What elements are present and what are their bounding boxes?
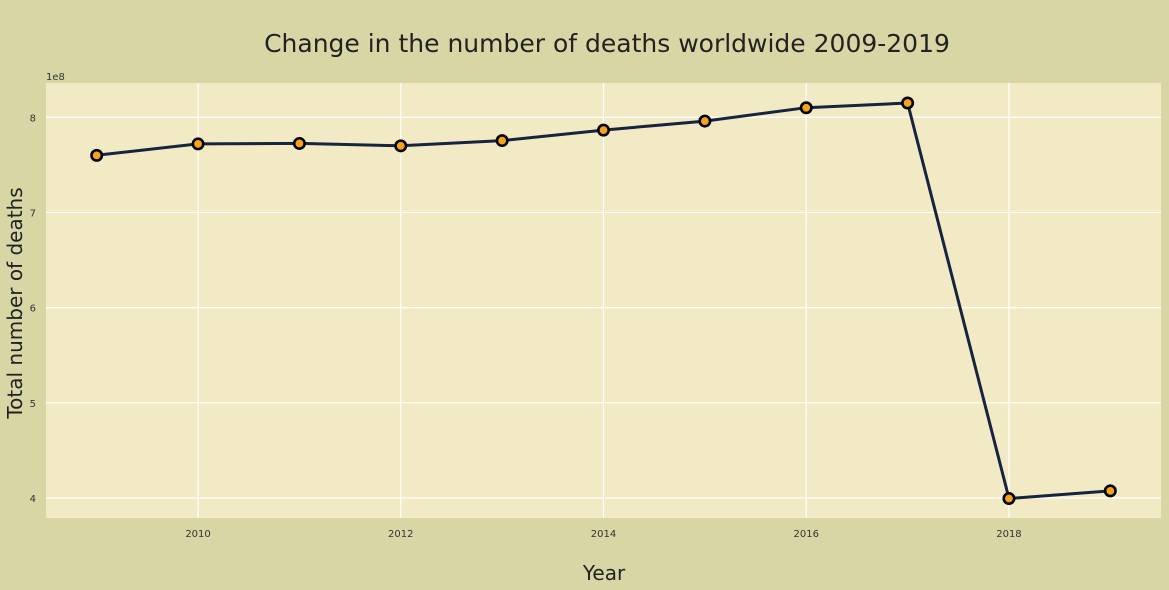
data-point: [90, 148, 104, 162]
y-tick-label: 6: [30, 304, 36, 315]
y-axis-label: Total number of deaths: [3, 187, 27, 419]
y-tick-label: 7: [30, 208, 36, 219]
data-point: [394, 139, 408, 153]
grid-lines: [46, 83, 1161, 518]
x-tick-label: 2012: [388, 529, 413, 540]
x-tick-label: 2014: [591, 529, 616, 540]
data-point: [799, 101, 813, 115]
data-point: [698, 114, 712, 128]
x-axis-ticks: 2010 2012 2014 2016 2018: [185, 529, 1021, 540]
data-point: [495, 134, 509, 148]
data-point: [901, 96, 915, 110]
x-tick-label: 2018: [996, 529, 1021, 540]
y-axis-scale-label: 1e8: [46, 72, 65, 83]
y-tick-label: 4: [30, 494, 36, 505]
data-point: [191, 137, 205, 151]
data-point: [292, 136, 306, 150]
y-axis-ticks: 4 5 6 7 8: [30, 113, 36, 505]
chart-title: Change in the number of deaths worldwide…: [264, 29, 950, 58]
y-tick-label: 8: [30, 113, 36, 124]
data-point: [596, 123, 610, 137]
x-tick-label: 2010: [185, 529, 210, 540]
x-tick-label: 2016: [794, 529, 819, 540]
y-tick-label: 5: [30, 399, 36, 410]
data-point: [1002, 491, 1016, 505]
data-points: [90, 96, 1117, 505]
x-axis-label: Year: [582, 561, 626, 585]
data-point: [1103, 484, 1117, 498]
